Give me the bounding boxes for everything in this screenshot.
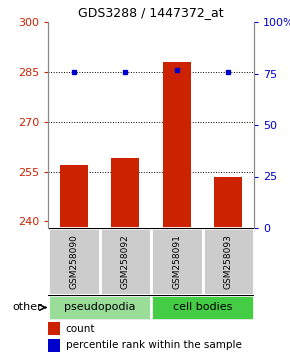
Bar	[48, 322, 60, 335]
Bar	[59, 165, 88, 228]
Bar	[151, 295, 254, 320]
Text: other: other	[12, 303, 42, 313]
Bar	[111, 158, 139, 228]
Bar	[99, 228, 151, 295]
Bar	[48, 339, 60, 352]
Text: GSM258092: GSM258092	[121, 234, 130, 289]
Text: cell bodies: cell bodies	[173, 303, 232, 313]
Text: GSM258091: GSM258091	[172, 234, 181, 289]
Bar	[214, 177, 242, 228]
Text: GSM258090: GSM258090	[69, 234, 78, 289]
Bar	[48, 228, 99, 295]
Bar	[163, 62, 191, 228]
Bar	[48, 295, 151, 320]
Text: pseudopodia: pseudopodia	[64, 303, 135, 313]
Text: percentile rank within the sample: percentile rank within the sample	[66, 341, 241, 350]
Title: GDS3288 / 1447372_at: GDS3288 / 1447372_at	[78, 6, 224, 19]
Bar	[151, 228, 202, 295]
Bar	[202, 228, 254, 295]
Text: count: count	[66, 324, 95, 333]
Text: GSM258093: GSM258093	[224, 234, 233, 289]
